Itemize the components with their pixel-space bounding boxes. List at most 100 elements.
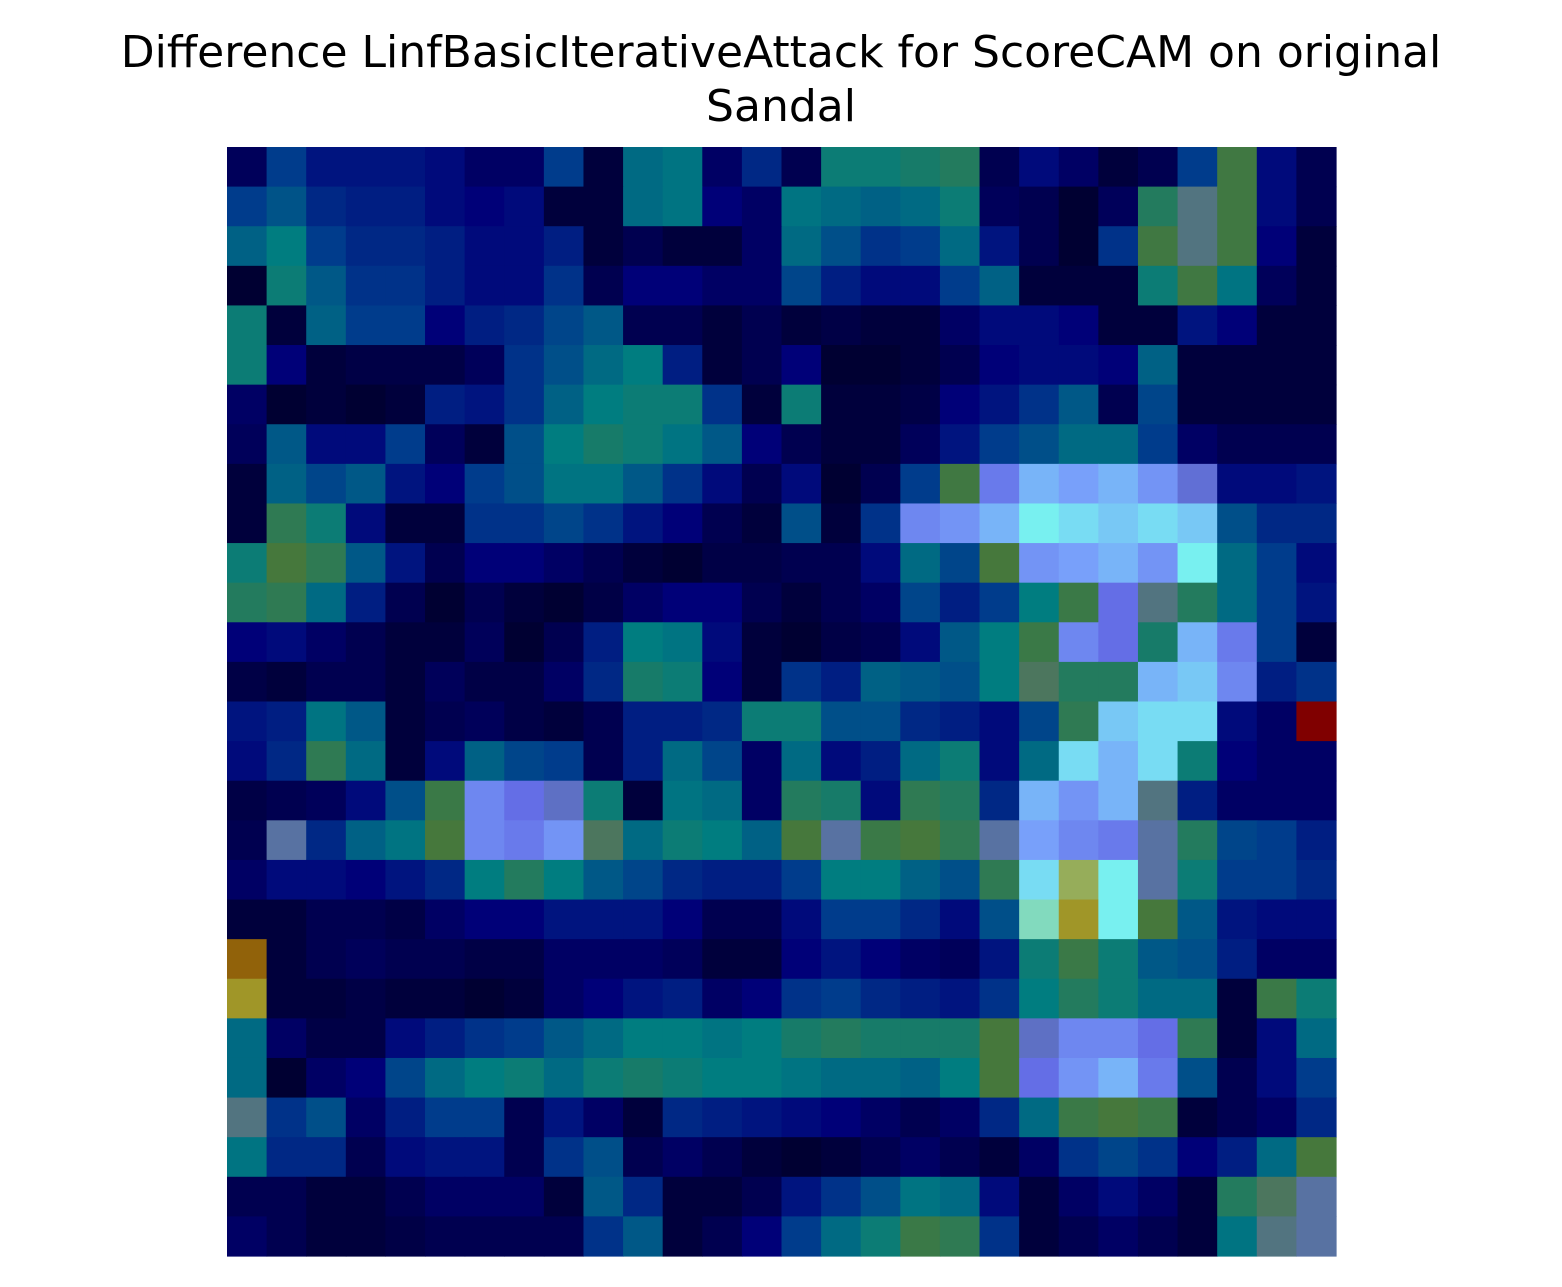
heatmap-cell	[623, 1137, 664, 1178]
heatmap-cell	[425, 147, 466, 188]
heatmap-cell	[306, 1097, 347, 1138]
heatmap-cell	[741, 741, 783, 782]
heatmap-cell	[1217, 503, 1258, 544]
heatmap-cell	[1019, 147, 1060, 188]
heatmap-cell	[266, 939, 307, 980]
heatmap-cell	[702, 147, 743, 188]
heatmap-cell	[504, 939, 545, 980]
heatmap-cell	[464, 1057, 505, 1099]
heatmap-cell	[1137, 820, 1179, 861]
heatmap-cell	[425, 859, 466, 901]
heatmap-cell	[306, 701, 347, 742]
heatmap-cell	[306, 265, 347, 307]
heatmap-cell	[1019, 1057, 1060, 1099]
heatmap-cell	[1256, 1018, 1297, 1059]
heatmap-cell	[385, 503, 426, 544]
heatmap-cell	[345, 424, 387, 465]
heatmap-cell	[702, 384, 743, 425]
heatmap-cell	[425, 503, 466, 544]
heatmap-cell	[979, 1097, 1020, 1138]
heatmap-cell	[939, 780, 981, 821]
heatmap-cell	[1058, 305, 1099, 346]
heatmap-cell	[781, 1018, 822, 1059]
heatmap-cell	[345, 503, 387, 544]
heatmap-cell	[306, 939, 347, 980]
heatmap-cell	[939, 226, 981, 267]
heatmap-cell	[543, 859, 585, 901]
heatmap-cell	[900, 345, 941, 386]
heatmap-cell	[1098, 859, 1139, 901]
heatmap-cell	[939, 543, 981, 584]
heatmap-cell	[464, 1097, 505, 1138]
heatmap-cell	[781, 1057, 822, 1099]
heatmap-cell	[1137, 1057, 1179, 1099]
heatmap-cell	[1296, 820, 1337, 861]
heatmap-cell	[623, 265, 664, 307]
heatmap-cell	[1137, 622, 1179, 663]
heatmap-cell	[860, 265, 901, 307]
heatmap-cell	[821, 345, 862, 386]
heatmap-cell	[1098, 978, 1139, 1019]
heatmap-cell	[781, 147, 822, 188]
heatmap-cell	[266, 384, 307, 425]
heatmap-cell	[781, 701, 822, 742]
heatmap-cell	[741, 978, 783, 1019]
heatmap-cell	[583, 820, 624, 861]
heatmap-cell	[464, 1137, 505, 1178]
heatmap-cell	[979, 265, 1020, 307]
heatmap-cell	[345, 345, 387, 386]
heatmap-cell	[425, 701, 466, 742]
heatmap-cell	[623, 899, 664, 940]
heatmap-cell	[939, 1018, 981, 1059]
heatmap-cell	[583, 939, 624, 980]
heatmap-cell	[741, 622, 783, 663]
heatmap-cell	[345, 978, 387, 1019]
heatmap-cell	[1217, 1018, 1258, 1059]
heatmap-cell	[504, 859, 545, 901]
heatmap-cell	[860, 424, 901, 465]
heatmap-cell	[860, 1057, 901, 1099]
heatmap-cell	[821, 741, 862, 782]
heatmap-cell	[1019, 780, 1060, 821]
heatmap-cell	[425, 939, 466, 980]
heatmap-cell	[227, 820, 268, 861]
heatmap-cell	[504, 582, 545, 623]
heatmap-cell	[306, 1216, 347, 1257]
heatmap-cell	[543, 1018, 585, 1059]
heatmap-cell	[1098, 582, 1139, 623]
heatmap-cell	[385, 543, 426, 584]
heatmap-cell	[662, 741, 703, 782]
heatmap-cell	[939, 1176, 981, 1217]
heatmap-cell	[543, 463, 585, 505]
heatmap-cell	[702, 978, 743, 1019]
heatmap-cell	[900, 543, 941, 584]
heatmap-cell	[1217, 978, 1258, 1019]
heatmap-cell	[385, 582, 426, 623]
heatmap-cell	[1177, 384, 1218, 425]
heatmap-cell	[781, 226, 822, 267]
heatmap-cell	[939, 1137, 981, 1178]
heatmap-cell	[1019, 859, 1060, 901]
heatmap-cell	[306, 147, 347, 188]
heatmap-cell	[425, 661, 466, 703]
heatmap-cell	[464, 780, 505, 821]
heatmap-cell	[1137, 582, 1179, 623]
heatmap-cell	[425, 780, 466, 821]
heatmap-cell	[662, 701, 703, 742]
heatmap-cell	[1019, 384, 1060, 425]
heatmap-cell	[860, 305, 901, 346]
heatmap-cell	[860, 1097, 901, 1138]
heatmap-cell	[227, 741, 268, 782]
heatmap-cell	[266, 820, 307, 861]
heatmap-cell	[741, 899, 783, 940]
heatmap-cell	[702, 1057, 743, 1099]
heatmap-cell	[979, 1057, 1020, 1099]
heatmap-cell	[741, 265, 783, 307]
heatmap-cell	[623, 978, 664, 1019]
heatmap-cell	[385, 859, 426, 901]
heatmap-cell	[306, 543, 347, 584]
heatmap-cell	[979, 305, 1020, 346]
heatmap-cell	[306, 1057, 347, 1099]
heatmap-cell	[1098, 543, 1139, 584]
heatmap-cell	[662, 226, 703, 267]
